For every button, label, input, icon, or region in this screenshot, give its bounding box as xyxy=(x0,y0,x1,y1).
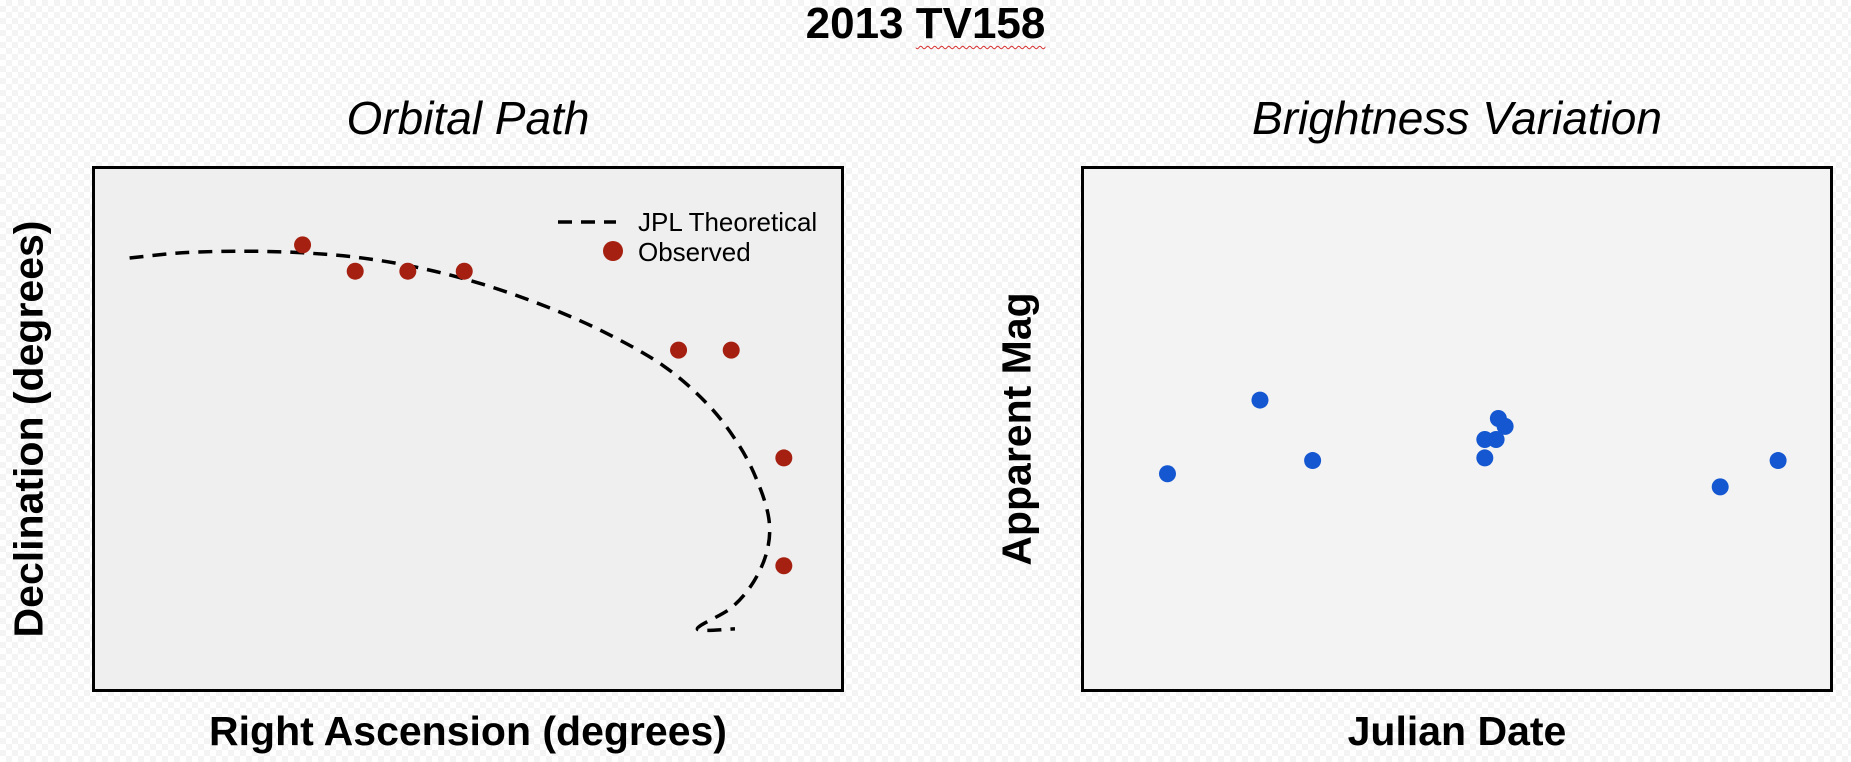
brightness-variation-title: Brightness Variation xyxy=(1252,92,1662,144)
brightness-ylabel: Apparent Mag xyxy=(994,292,1041,566)
brightness-plot-area xyxy=(1081,166,1833,692)
orbital-path-ylabel: Declination (degrees) xyxy=(5,220,51,638)
magnitude-point xyxy=(1304,452,1322,470)
orbital-path-plot-area xyxy=(92,166,844,692)
observed-point xyxy=(455,262,473,280)
figure-title-flagged-word: TV158 xyxy=(915,0,1046,48)
observed-point xyxy=(346,262,364,280)
orbital-path-xlabel: Right Ascension (degrees) xyxy=(209,708,727,754)
magnitude-point xyxy=(1711,478,1729,496)
legend-dot-marker xyxy=(603,241,623,261)
orbital-path-frame xyxy=(92,166,844,692)
brightness-frame xyxy=(1081,166,1833,692)
magnitude-point xyxy=(1476,449,1494,467)
magnitude-point xyxy=(1496,417,1514,435)
brightness-xlabel: Julian Date xyxy=(1347,708,1567,754)
figure-title-prefix: 2013 xyxy=(805,0,916,48)
observed-point xyxy=(722,341,740,359)
observed-point xyxy=(294,236,312,254)
orbital-path-ylabel-container: Declination (degrees) xyxy=(0,166,58,692)
figure-title: 2013 TV158 xyxy=(0,0,1851,48)
orbital-path-title: Orbital Path xyxy=(346,92,590,144)
magnitude-point xyxy=(1251,391,1269,409)
brightness-variation-plot xyxy=(1081,166,1833,692)
legend-label-jpl-theoretical: JPL Theoretical xyxy=(638,207,817,237)
observed-point xyxy=(670,341,688,359)
magnitude-point xyxy=(1769,452,1787,470)
magnitude-point xyxy=(1158,465,1176,483)
magnitude-point xyxy=(1476,431,1494,449)
observed-point xyxy=(775,449,793,467)
legend-label-observed: Observed xyxy=(638,237,751,267)
brightness-ylabel-container: Apparent Mag xyxy=(987,166,1047,692)
observed-point xyxy=(399,262,417,280)
observed-point xyxy=(775,557,793,575)
